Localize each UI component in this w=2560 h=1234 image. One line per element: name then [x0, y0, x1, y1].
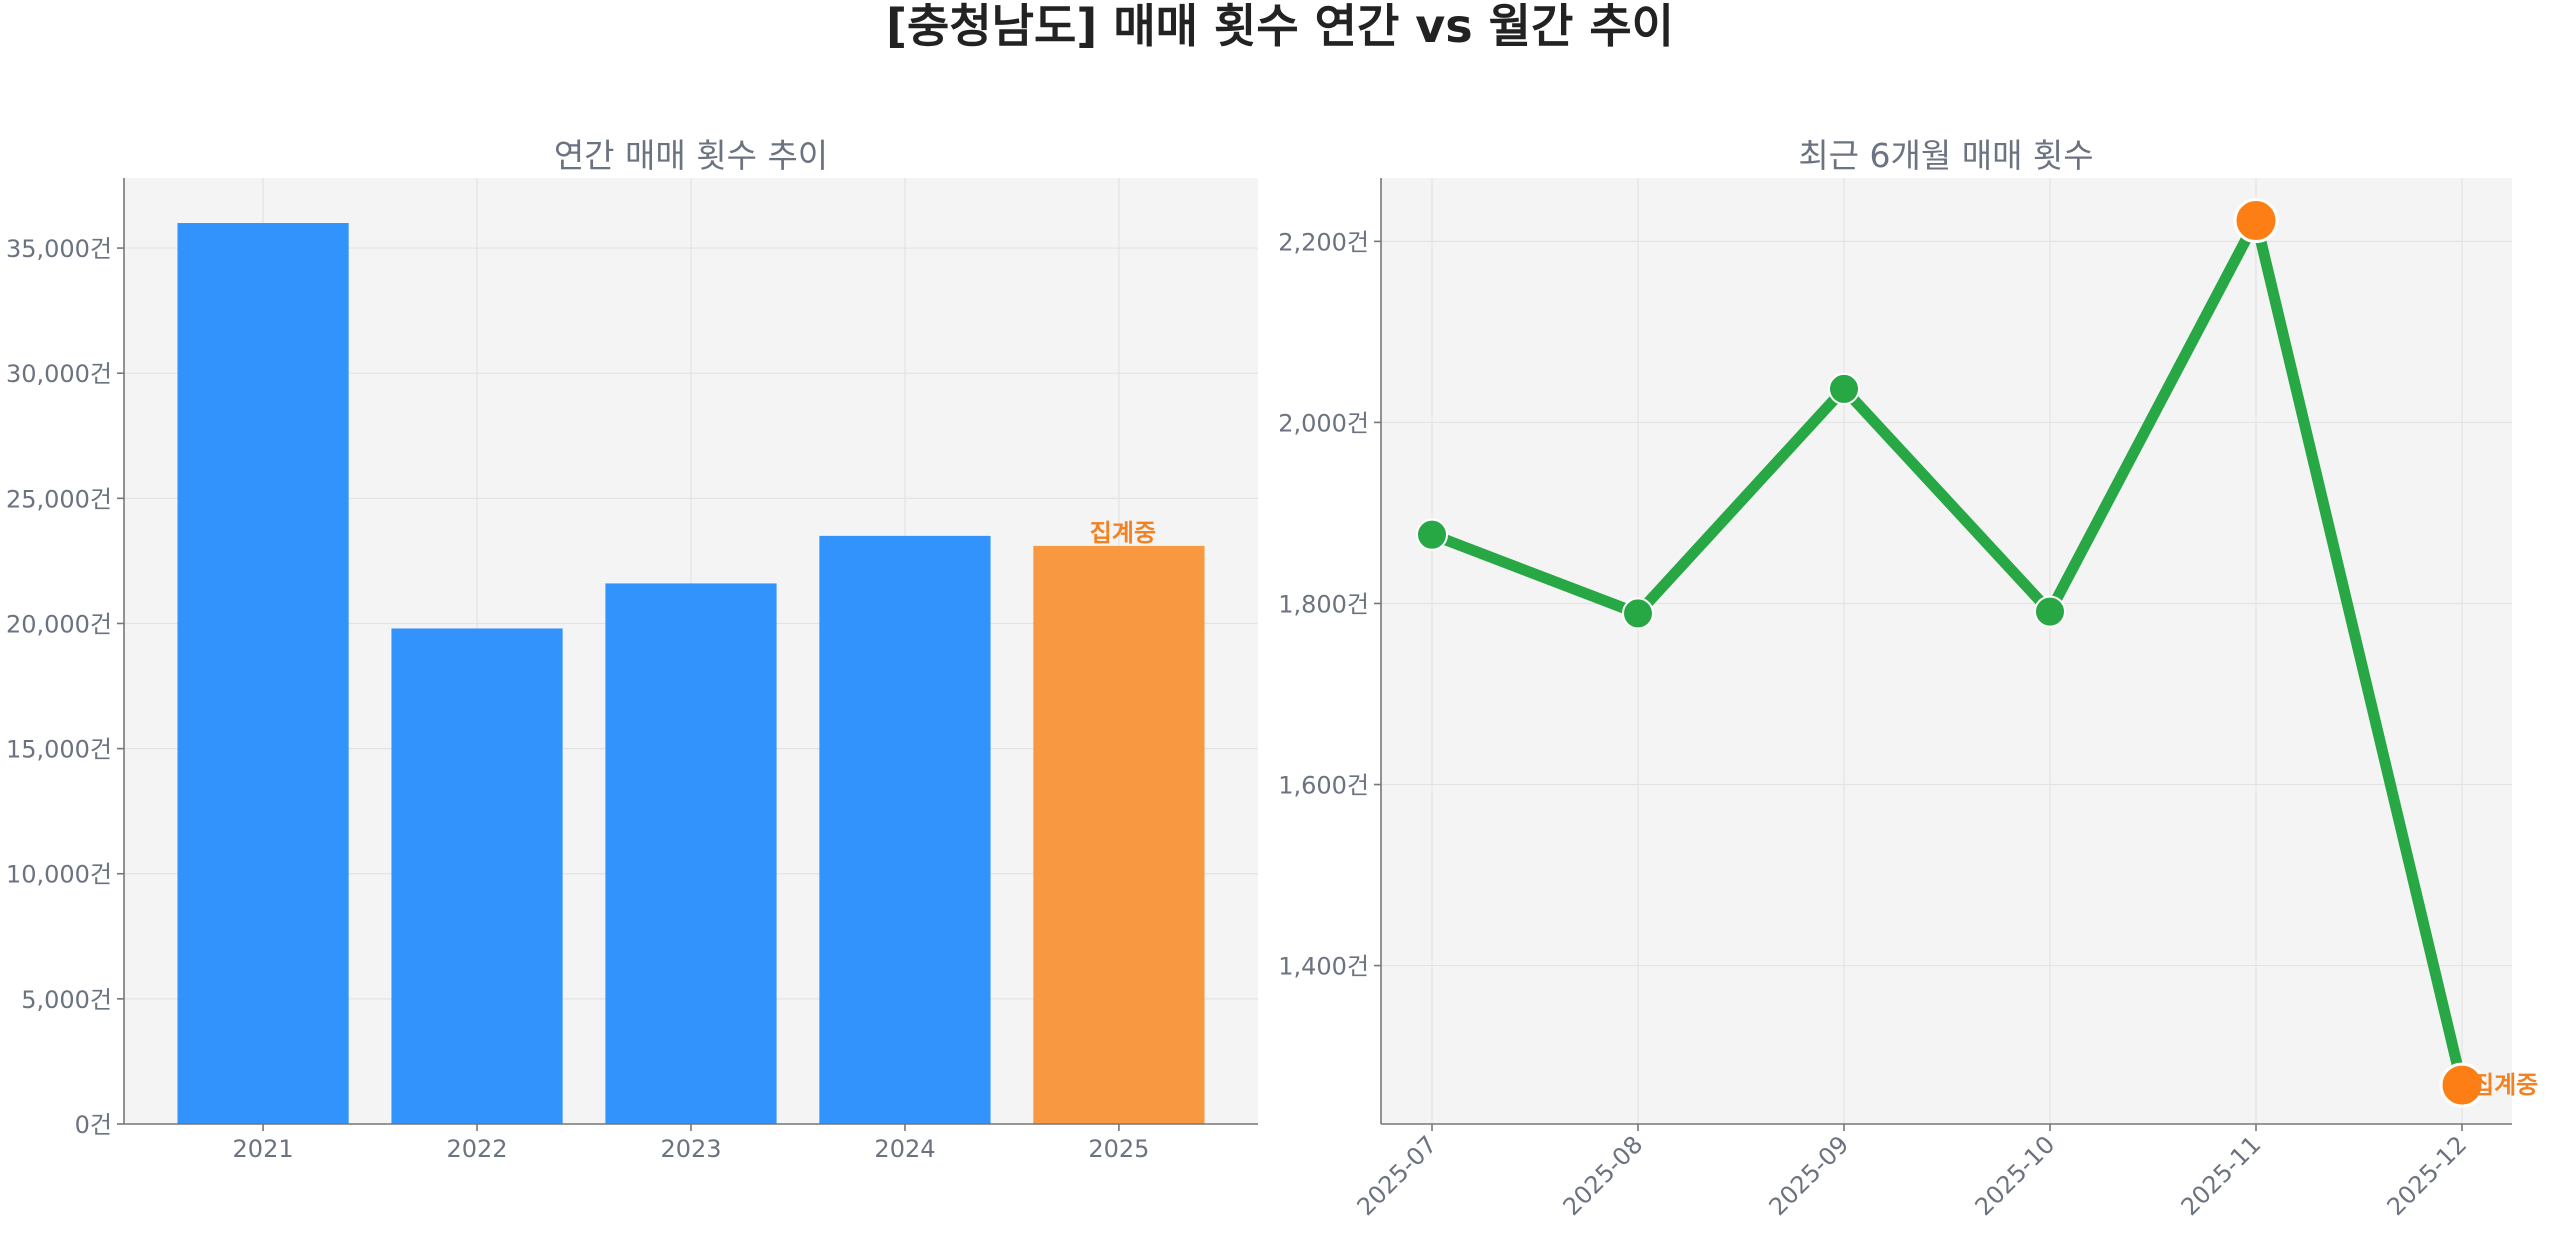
line-y-tick-label: 1,800건 — [1278, 590, 1369, 618]
bar-x-tick-label: 2024 — [874, 1135, 935, 1163]
bar-y-tick-label: 20,000건 — [6, 610, 112, 638]
bar-x-tick-label: 2025 — [1088, 1135, 1149, 1163]
line-x-tick-label: 2025-09 — [1764, 1130, 1855, 1221]
line-point-2025-09 — [1828, 372, 1860, 405]
line-y-tick-label: 2,000건 — [1278, 409, 1369, 437]
line-point-2025-12 — [2439, 1062, 2485, 1108]
bar-y-tick-label: 10,000건 — [6, 861, 112, 889]
bar-x-tick-label: 2021 — [233, 1135, 294, 1163]
line-y-tick-label: 1,600건 — [1278, 772, 1369, 800]
bar-y-tick-label: 0건 — [75, 1111, 112, 1139]
figure-title: [충청남도] 매매 횟수 연간 vs 월간 추이 — [886, 0, 1674, 53]
bar-2025 — [1033, 545, 1205, 1124]
bar-chart-ticks: 0건 5,000건 10,000건 15,000건 20,000건 25,000건 30,0… — [6, 235, 1150, 1163]
line-x-tick-label: 2025-11 — [2176, 1130, 2267, 1221]
line-x-tick-label: 2025-07 — [1352, 1130, 1443, 1221]
monthly-line-chart: 1,400건 1,600건 1,800건 2,000건 2,200건 2025-07 202… — [1278, 136, 2538, 1221]
line-point-2025-07 — [1416, 518, 1448, 551]
bar-y-tick-label: 25,000건 — [6, 485, 112, 513]
annual-bar-chart: 0건 5,000건 10,000건 15,000건 20,000건 25,000건 30,0… — [6, 136, 1258, 1163]
line-chart-annotation: 집계중 — [2472, 1071, 2538, 1099]
line-y-tick-label: 1,400건 — [1278, 953, 1369, 981]
bar-x-tick-label: 2023 — [660, 1135, 721, 1163]
bar-x-tick-label: 2022 — [446, 1135, 507, 1163]
line-point-2025-11 — [2233, 198, 2279, 244]
line-point-2025-10 — [2034, 595, 2066, 628]
bar-y-tick-label: 5,000건 — [21, 986, 112, 1014]
bar-chart-bars — [177, 223, 1205, 1125]
bar-2023 — [605, 583, 777, 1124]
line-x-tick-label: 2025-08 — [1558, 1130, 1649, 1221]
line-x-tick-label: 2025-12 — [2382, 1130, 2473, 1221]
line-chart-title: 최근 6개월 매매 횟수 — [1798, 136, 2093, 175]
line-y-tick-label: 2,200건 — [1278, 228, 1369, 256]
bar-2022 — [391, 628, 563, 1124]
bar-y-tick-label: 30,000건 — [6, 360, 112, 388]
bar-y-tick-label: 35,000건 — [6, 235, 112, 263]
bar-2021 — [177, 223, 349, 1125]
line-x-tick-label: 2025-10 — [1970, 1130, 2061, 1221]
line-chart-points — [1416, 198, 2485, 1108]
bar-y-tick-label: 15,000건 — [6, 736, 112, 764]
line-chart-series — [1426, 215, 2468, 1091]
bar-2024 — [819, 535, 991, 1124]
line-point-2025-08 — [1622, 597, 1654, 630]
line-chart-plot-area — [1381, 178, 2512, 1124]
bar-chart-title: 연간 매매 횟수 추이 — [554, 136, 828, 175]
line-chart-grid — [1381, 178, 2512, 1124]
bar-chart-annotation: 집계중 — [1090, 519, 1156, 547]
